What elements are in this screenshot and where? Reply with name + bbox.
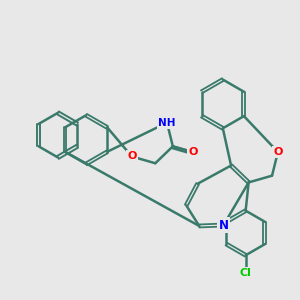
Text: O: O bbox=[127, 152, 136, 161]
Text: O: O bbox=[273, 147, 283, 157]
Text: Cl: Cl bbox=[240, 268, 252, 278]
Text: N: N bbox=[219, 218, 229, 232]
Text: NH: NH bbox=[158, 118, 176, 128]
Text: O: O bbox=[188, 147, 197, 157]
